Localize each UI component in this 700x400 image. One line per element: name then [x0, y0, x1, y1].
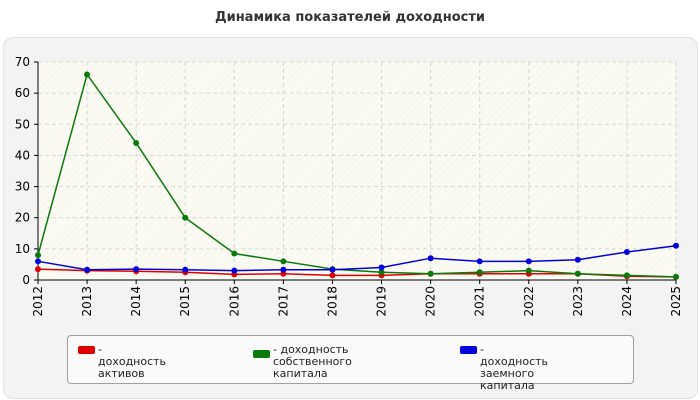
- x-tick-label: 2017: [276, 286, 290, 317]
- data-point-2: [182, 266, 189, 273]
- data-point-1: [476, 269, 483, 276]
- legend-label-line2: капитала: [480, 379, 535, 392]
- data-point-1: [231, 250, 238, 257]
- x-tick-label: 2020: [424, 286, 438, 317]
- data-point-2: [525, 258, 532, 265]
- x-tick-label: 2016: [227, 286, 241, 317]
- y-tick-label: 30: [15, 180, 30, 194]
- data-point-1: [673, 273, 679, 280]
- data-point-2: [84, 266, 91, 273]
- x-tick-label: 2018: [325, 286, 339, 317]
- data-point-2: [280, 266, 287, 273]
- y-tick-label: 60: [15, 86, 30, 100]
- x-tick-label: 2015: [178, 286, 192, 317]
- y-tick-label: 0: [22, 273, 30, 287]
- legend: - доходность активов - доходность собств…: [67, 335, 634, 392]
- tick-labels: 0 10 20 30 40 50 60 70 2012 2013 2014 2015 2016 2017 2…: [15, 55, 683, 317]
- data-point-1: [35, 252, 41, 259]
- legend-swatch-debt: [460, 346, 477, 354]
- legend-label: - доходность собственного капитала: [273, 344, 352, 380]
- x-tick-label: 2022: [522, 286, 536, 317]
- data-point-2: [378, 264, 385, 271]
- legend-label-line1: - доходность активов: [98, 343, 167, 380]
- data-point-2: [673, 242, 679, 249]
- data-point-1: [182, 214, 189, 221]
- plot-area: [38, 62, 676, 280]
- data-point-1: [84, 71, 91, 78]
- data-point-2: [476, 258, 483, 265]
- series-line-2: [37, 244, 677, 272]
- series-line-1: [37, 72, 677, 278]
- y-tick-label: 40: [15, 148, 30, 162]
- data-point-2: [231, 267, 238, 274]
- legend-label-line1: - доходность заемного: [480, 343, 549, 380]
- data-point-0: [35, 266, 41, 273]
- chart-title: Динамика показателей доходности: [215, 10, 485, 25]
- legend-label-line1: - доходность собственного: [273, 343, 352, 368]
- x-tick-label: 2019: [375, 286, 389, 317]
- data-point-1: [133, 139, 140, 146]
- x-tick-label: 2021: [473, 286, 487, 317]
- data-point-2: [329, 266, 336, 273]
- series-group: [35, 71, 679, 280]
- data-point-2: [574, 256, 581, 263]
- y-tick-label: 50: [15, 117, 30, 131]
- x-tick-label: 2023: [571, 286, 585, 317]
- data-point-1: [623, 272, 630, 279]
- data-point-1: [574, 270, 581, 277]
- legend-swatch-equity: [253, 350, 270, 358]
- data-point-2: [427, 255, 434, 262]
- data-point-1: [378, 269, 385, 276]
- x-tick-label: 2013: [80, 286, 94, 317]
- legend-swatch-assets: [78, 346, 95, 354]
- y-tick-label: 10: [15, 242, 30, 256]
- axes: [34, 61, 677, 284]
- data-point-1: [280, 258, 287, 265]
- data-point-1: [427, 270, 434, 277]
- legend-label-line2: капитала: [273, 367, 328, 380]
- x-tick-label: 2025: [669, 286, 683, 317]
- data-point-1: [525, 267, 532, 274]
- x-tick-label: 2012: [31, 286, 45, 317]
- data-point-2: [35, 258, 41, 265]
- data-point-2: [623, 248, 630, 255]
- y-tick-label: 20: [15, 211, 30, 225]
- data-point-2: [133, 266, 140, 273]
- x-tick-label: 2024: [620, 286, 634, 317]
- y-tick-label: 70: [15, 55, 30, 69]
- legend-label: - доходность заемного капитала: [480, 344, 548, 392]
- legend-label: - доходность активов: [98, 344, 166, 380]
- x-tick-label: 2014: [129, 286, 143, 317]
- data-point-0: [329, 272, 336, 279]
